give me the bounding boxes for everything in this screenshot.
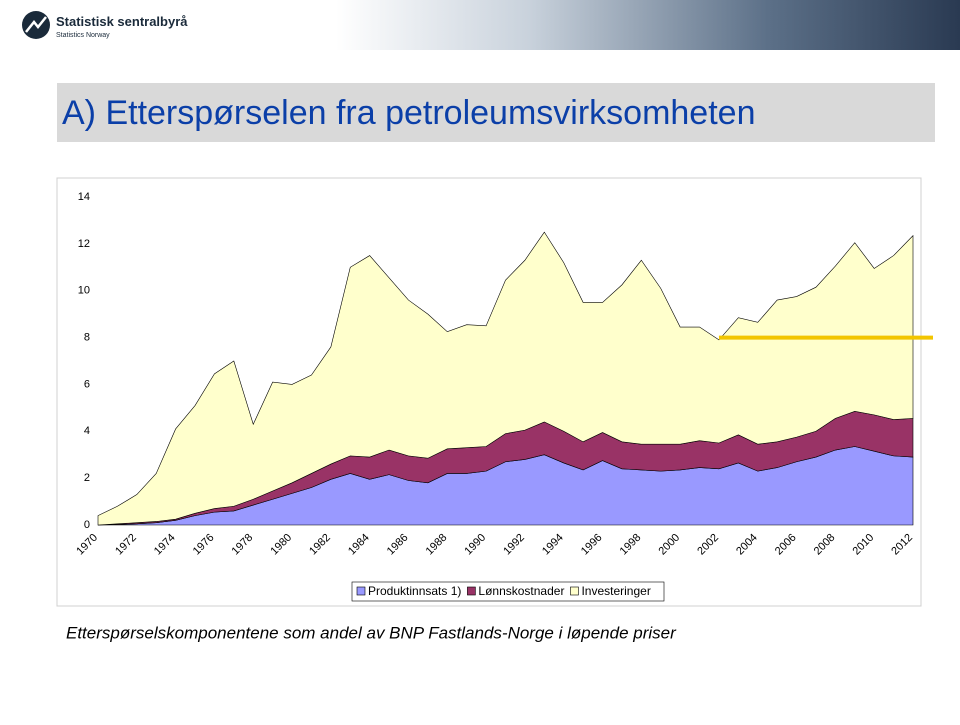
caption: Etterspørselskomponentene som andel av B… bbox=[66, 623, 677, 642]
y-tick-label: 4 bbox=[84, 425, 90, 437]
y-tick-label: 2 bbox=[84, 472, 90, 484]
legend-swatch bbox=[356, 586, 366, 596]
legend-label: Investeringer bbox=[581, 584, 650, 598]
legend-swatch bbox=[570, 586, 579, 596]
y-tick-label: 14 bbox=[78, 191, 90, 203]
y-tick-label: 8 bbox=[84, 331, 90, 343]
legend-label: Produktinnsats 1) bbox=[368, 584, 461, 598]
header-banner bbox=[0, 0, 960, 50]
y-tick-label: 10 bbox=[78, 285, 90, 297]
y-tick-label: 6 bbox=[84, 378, 90, 390]
y-tick-label: 0 bbox=[84, 519, 90, 531]
legend: Produktinnsats 1) Lønnskostnader Investeri… bbox=[351, 581, 665, 602]
logo-name: Statistisk sentralbyrå bbox=[56, 14, 188, 29]
legend-box bbox=[351, 581, 665, 602]
slide-title: A) Etterspørselen fra petroleumsvirksomh… bbox=[62, 94, 755, 132]
y-tick-label: 12 bbox=[78, 238, 90, 250]
logo-mark bbox=[25, 16, 47, 33]
legend-label: Lønnskostnader bbox=[478, 584, 564, 598]
logo-subtitle: Statistics Norway bbox=[56, 32, 110, 39]
area bbox=[97, 231, 914, 526]
title-bar bbox=[57, 83, 935, 142]
legend-swatch bbox=[467, 586, 476, 596]
